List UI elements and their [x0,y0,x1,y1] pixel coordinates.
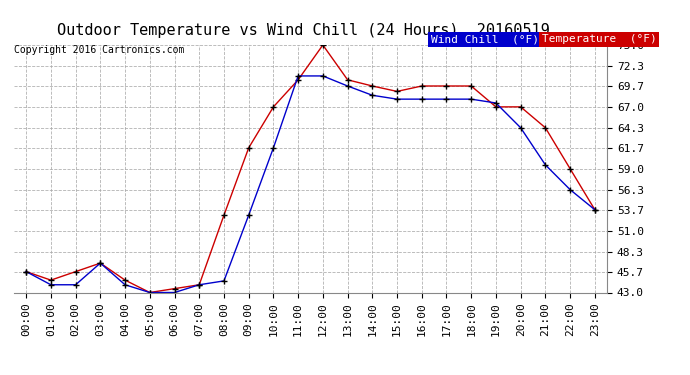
Text: Outdoor Temperature vs Wind Chill (24 Hours)  20160519: Outdoor Temperature vs Wind Chill (24 Ho… [57,22,550,38]
Text: Copyright 2016 Cartronics.com: Copyright 2016 Cartronics.com [14,45,184,55]
Text: Wind Chill  (°F): Wind Chill (°F) [431,34,540,44]
Text: Temperature  (°F): Temperature (°F) [542,34,656,44]
